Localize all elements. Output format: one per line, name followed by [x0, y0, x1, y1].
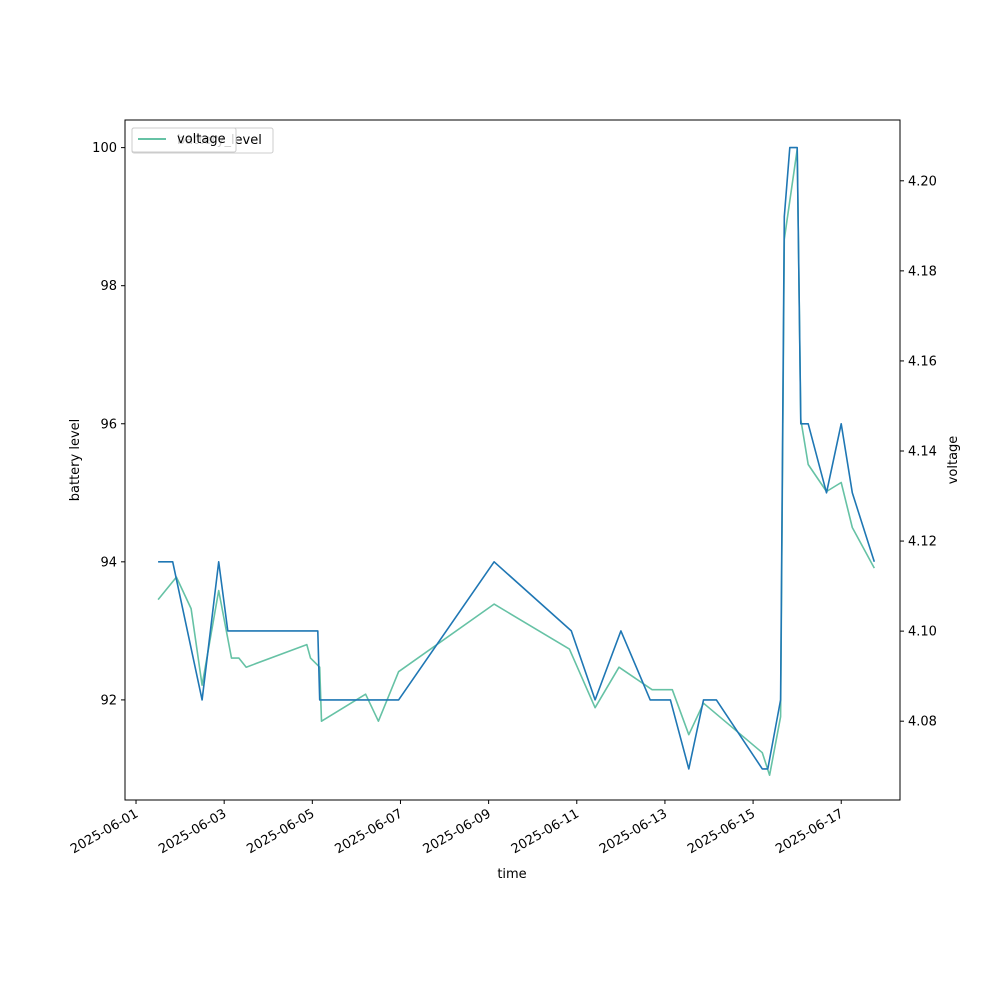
x-axis-label: time: [497, 867, 526, 882]
x-tick-label: 2025-06-01: [68, 806, 141, 857]
x-tick-label: 2025-06-03: [156, 806, 229, 857]
y-tick-label: 98: [100, 279, 117, 294]
y-tick-label: 92: [100, 693, 117, 708]
x-tick-label: 2025-06-09: [421, 806, 494, 857]
y2-axis-label: voltage: [946, 436, 961, 485]
y2-tick-label: 4.08: [908, 715, 937, 730]
y2-tick-label: 4.16: [908, 354, 937, 369]
series-line-battery-level: [158, 146, 876, 770]
y-axis-left: 92 94 96 98 100: [92, 141, 125, 708]
legend-box-secondary: [131, 127, 237, 153]
y-axis-label: battery level: [68, 419, 83, 502]
y-tick-label: 100: [92, 141, 117, 156]
x-tick-label: 2025-06-07: [333, 806, 406, 857]
x-tick-label: 2025-06-11: [509, 806, 582, 857]
legend-label-voltage: voltage: [177, 132, 226, 147]
plot-frame: [124, 119, 901, 801]
x-tick-label: 2025-06-13: [597, 806, 670, 857]
y2-tick-label: 4.12: [908, 535, 937, 550]
plot-lines: [157, 146, 876, 777]
y2-tick-label: 4.20: [908, 174, 937, 189]
x-axis: 2025-06-01 2025-06-03 2025-06-05 2025-06-07…: [68, 800, 846, 857]
y2-tick-label: 4.18: [908, 264, 937, 279]
y2-tick-label: 4.14: [908, 444, 937, 459]
x-tick-label: 2025-06-15: [685, 806, 758, 857]
x-tick-label: 2025-06-17: [773, 806, 846, 857]
y2-tick-label: 4.10: [908, 625, 937, 640]
y-tick-label: 94: [100, 555, 117, 570]
y-axis-right: 4.08 4.10 4.12 4.14 4.16 4.18 4.20: [900, 174, 937, 730]
x-tick-label: 2025-06-05: [244, 806, 317, 857]
series-line-voltage: [157, 148, 876, 777]
legend: battery_level voltage: [131, 127, 274, 154]
y-tick-label: 96: [100, 417, 117, 432]
